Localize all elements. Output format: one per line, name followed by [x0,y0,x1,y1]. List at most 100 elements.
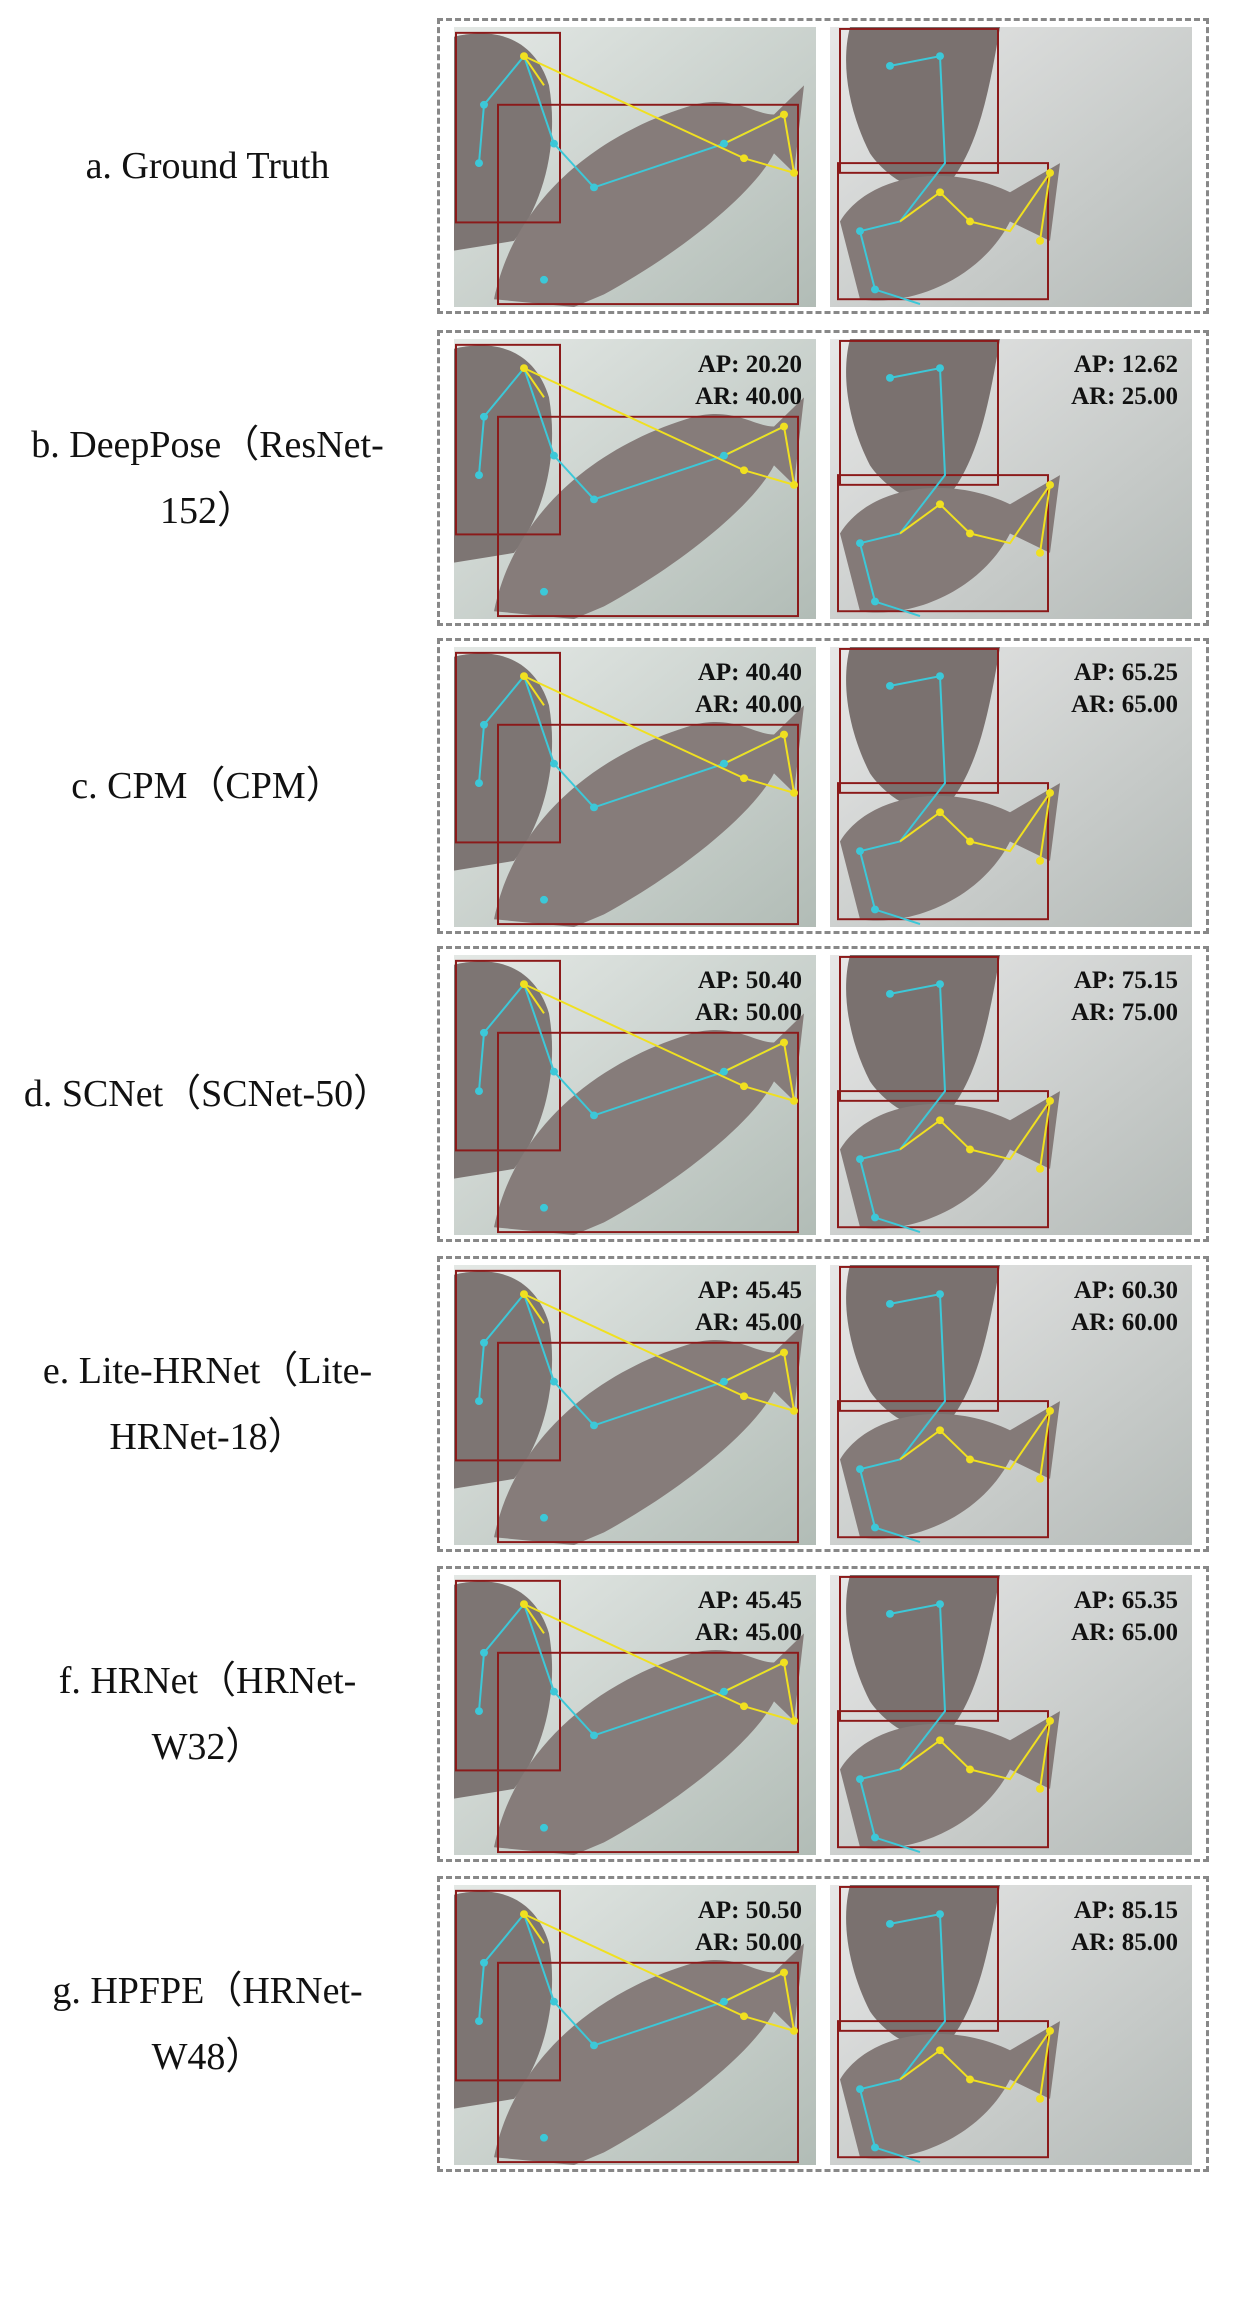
ap-score: AP: 40.40 [697,659,802,686]
figure-row: f. HRNet（HRNet- W32） AP: 45.45 AR: 45.00 AP:… [0,1566,1240,1862]
ar-score: AR: 75.00 [1071,999,1178,1026]
keypoint [936,2046,944,2055]
skeleton-yellow [899,792,1051,862]
keypoint [540,1513,548,1522]
skeleton-yellow [899,1100,1051,1170]
keypoint [790,168,798,177]
fish-body-top [846,955,1000,1119]
keypoint [936,1736,944,1745]
keypoint [790,1096,798,1105]
metric-overlay: AP: 45.45 AR: 45.00 [695,1275,802,1339]
keypoint [936,1426,944,1435]
keypoint [520,364,528,373]
ar-score: AR: 65.00 [1071,691,1178,718]
keypoint [590,495,598,504]
keypoint [520,672,528,681]
ap-score: AP: 75.15 [1073,967,1178,994]
keypoint [720,1377,728,1386]
keypoint [871,905,879,914]
keypoint [790,788,798,797]
right-fish-image: AP: 85.15 AR: 85.00 [830,1885,1192,2165]
bounding-box [837,162,1049,301]
keypoint [480,412,488,421]
fish-body-top [846,339,1000,503]
keypoint [1036,1475,1044,1483]
keypoint [480,100,488,109]
keypoint [1036,857,1044,865]
keypoint [480,720,488,729]
keypoint [936,1116,944,1125]
fish-body-small [454,345,553,563]
skeleton-yellow [521,981,796,1103]
keypoint [475,1087,483,1095]
keypoint [720,139,728,148]
keypoint [1046,1096,1054,1105]
keypoint [1036,237,1044,245]
metric-overlay: AP: 85.15 AR: 85.00 [1071,1895,1178,1959]
skeleton-yellow [521,673,796,795]
image-pair-frame: AP: 45.45 AR: 45.00 AP: 60.30 AR: 60.00 [437,1256,1209,1552]
fish-body-small [454,961,553,1179]
keypoint [590,1421,598,1430]
ap-score: AP: 60.30 [1073,1277,1178,1304]
right-fish-image: AP: 60.30 AR: 60.00 [830,1265,1192,1545]
skeleton-yellow [521,53,796,175]
keypoint [480,1028,488,1037]
keypoint [780,730,788,739]
row-label: e. Lite-HRNet（Lite- HRNet-18） [0,1256,415,1552]
keypoint [720,1997,728,2006]
bounding-box [839,955,999,1102]
keypoint [780,422,788,431]
left-fish-image: AP: 40.40 AR: 40.00 [454,647,816,927]
keypoint [856,227,864,236]
keypoint [540,587,548,596]
metric-overlay: AP: 20.20 AR: 40.00 [695,349,802,413]
keypoint [480,1648,488,1657]
image-pair-frame: AP: 50.50 AR: 50.00 AP: 85.15 AR: 85.00 [437,1876,1209,2172]
keypoint [856,1155,864,1164]
bounding-box [497,723,799,926]
figure-row: b. DeepPose（ResNet- 152） AP: 20.20 AR: 40.0… [0,330,1240,626]
skeleton-yellow [521,365,796,487]
left-fish-image: AP: 20.20 AR: 40.00 [454,339,816,619]
right-fish-image: AP: 65.25 AR: 65.00 [830,647,1192,927]
right-fish-image: AP: 12.62 AR: 25.00 [830,339,1192,619]
metric-overlay: AP: 12.62 AR: 25.00 [1071,349,1178,413]
row-label-line: b. DeepPose（ResNet- [31,424,384,466]
skeleton-yellow [899,172,1051,242]
skeleton-yellow [899,484,1051,554]
keypoint [720,759,728,768]
image-pair-frame: AP: 20.20 AR: 40.00 AP: 12.62 AR: 25.00 [437,330,1209,626]
bounding-box [455,1889,561,2082]
row-label-line: f. HRNet（HRNet- [58,1660,357,1702]
ar-score: AR: 45.00 [695,1309,802,1336]
fish-body-top [846,27,1000,191]
keypoint [1036,2095,1044,2103]
keypoint [475,471,483,479]
metric-overlay: AP: 45.45 AR: 45.00 [695,1585,802,1649]
figure-row: a. Ground Truth [0,18,1240,314]
row-label-line: 152） [159,490,255,532]
keypoint [480,1958,488,1967]
metric-overlay: AP: 65.35 AR: 65.00 [1071,1585,1178,1649]
ar-score: AR: 50.00 [695,1929,802,1956]
skeleton-yellow [521,1601,796,1723]
keypoint [871,1523,879,1532]
keypoint [520,1290,528,1299]
keypoint [1036,1785,1044,1793]
keypoint [966,1765,974,1774]
bounding-box [455,651,561,844]
fish-body-bottom [840,1711,1060,1849]
left-fish-image: AP: 45.45 AR: 45.00 [454,1265,816,1545]
keypoint [520,1600,528,1609]
keypoint [720,451,728,460]
keypoint [790,1716,798,1725]
bounding-box [455,343,561,536]
keypoint [966,1455,974,1464]
keypoint [540,275,548,284]
ar-score: AR: 85.00 [1071,1929,1178,1956]
row-label: a. Ground Truth [0,18,415,314]
fish-body-top [846,1265,1000,1429]
bounding-box [837,1090,1049,1229]
image-pair-frame: AP: 50.40 AR: 50.00 AP: 75.15 AR: 75.00 [437,946,1209,1242]
